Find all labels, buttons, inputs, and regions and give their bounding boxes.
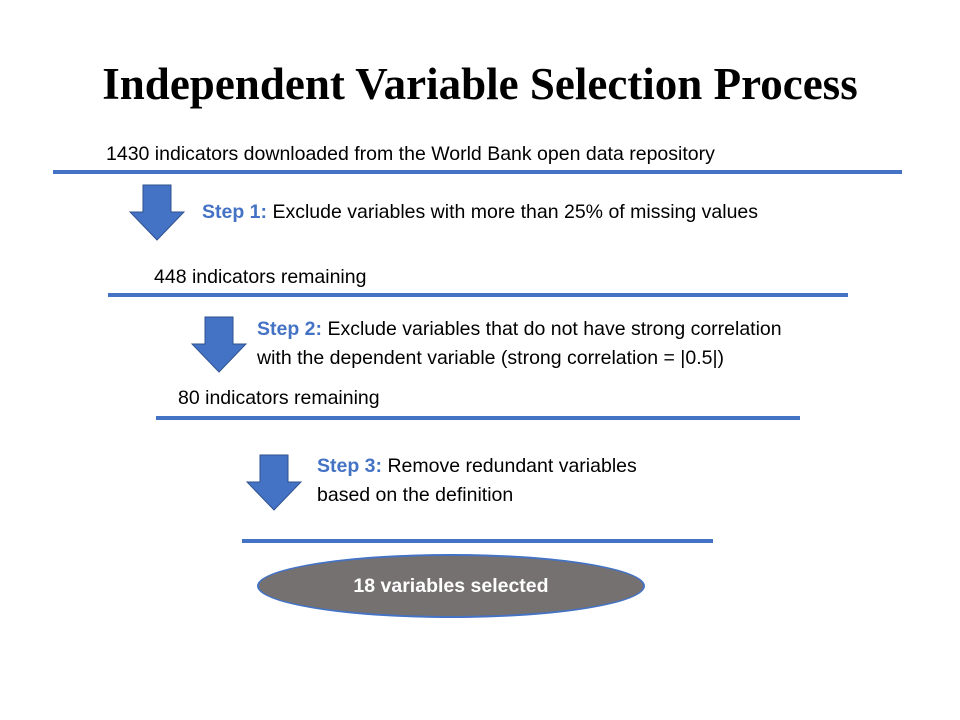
stage-rule-4: [242, 539, 713, 543]
step-2-text: Step 2: Exclude variables that do not ha…: [257, 315, 782, 373]
stage-rule-1: [53, 170, 902, 174]
stage-text-2: 448 indicators remaining: [154, 266, 367, 288]
step-3-line-2: based on the definition: [317, 484, 514, 506]
step-2-line-1: Exclude variables that do not have stron…: [327, 318, 782, 340]
step-2-label: Step 2:: [257, 318, 323, 340]
stage-rule-3: [156, 416, 800, 420]
stage-rule-2: [108, 293, 848, 297]
stage-text-1: 1430 indicators downloaded from the Worl…: [106, 143, 715, 165]
down-arrow-icon: [129, 184, 185, 241]
step-3-text: Step 3: Remove redundant variables based…: [317, 452, 637, 510]
step-1-text: Step 1: Exclude variables with more than…: [202, 198, 758, 227]
down-arrow-icon: [191, 316, 247, 373]
result-text: 18 variables selected: [353, 574, 549, 597]
step-3-line-1: Remove redundant variables: [387, 455, 637, 477]
step-3-label: Step 3:: [317, 455, 383, 477]
page-title: Independent Variable Selection Process: [102, 59, 858, 109]
step-1-label: Step 1:: [202, 201, 268, 223]
step-2-line-2: with the dependent variable (strong corr…: [257, 347, 725, 369]
step-1-line-1: Exclude variables with more than 25% of …: [272, 201, 759, 223]
stage-text-3: 80 indicators remaining: [178, 387, 380, 409]
result-ellipse: 18 variables selected: [257, 554, 645, 618]
down-arrow-icon: [246, 454, 302, 511]
